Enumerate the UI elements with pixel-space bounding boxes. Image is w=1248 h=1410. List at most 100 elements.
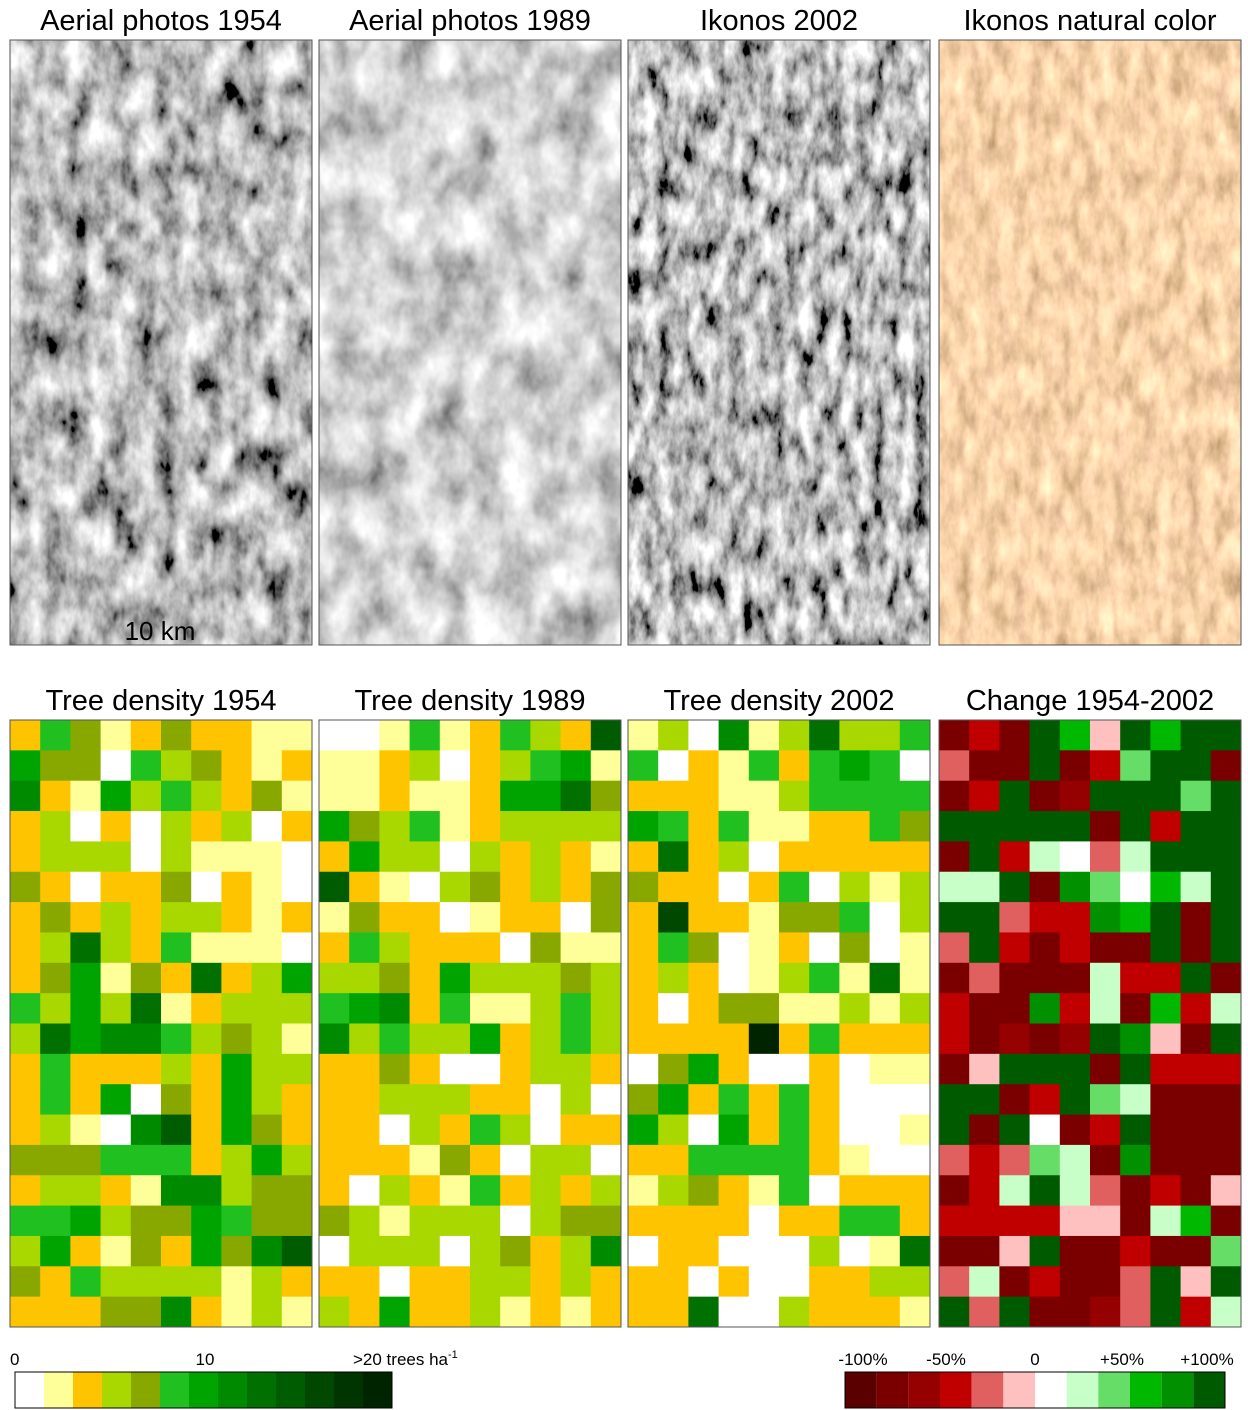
- map-cell: [658, 1266, 689, 1297]
- map-cell: [1150, 1206, 1181, 1237]
- map-cell: [658, 1084, 689, 1115]
- map-cell: [809, 1206, 840, 1237]
- map-cell: [10, 781, 41, 812]
- map-cell: [628, 963, 659, 994]
- map-cell: [969, 750, 1000, 781]
- map-cell: [628, 1145, 659, 1176]
- map-cell: [999, 841, 1030, 872]
- map-cell: [191, 720, 222, 751]
- map-cell: [40, 1145, 71, 1176]
- map-cell: [688, 1054, 719, 1085]
- map-cell: [688, 963, 719, 994]
- map-cell: [379, 811, 410, 842]
- legend-label: 10: [196, 1350, 215, 1369]
- map-cell: [870, 1236, 901, 1267]
- map-cell: [1181, 781, 1212, 812]
- map-cell: [10, 1206, 41, 1237]
- map-cell: [1150, 932, 1181, 963]
- map-cell: [688, 1266, 719, 1297]
- map-cell: [319, 811, 350, 842]
- map-cell: [440, 1145, 471, 1176]
- map-cell: [658, 841, 689, 872]
- map-cell: [70, 750, 101, 781]
- map-cell: [749, 1236, 780, 1267]
- map-cell: [191, 902, 222, 933]
- map-cell: [410, 1024, 441, 1055]
- map-cell: [191, 932, 222, 963]
- map-cell: [319, 781, 350, 812]
- map-cell: [101, 932, 132, 963]
- map-cell: [410, 720, 441, 751]
- map-cell: [70, 1024, 101, 1055]
- map-cell: [101, 1175, 132, 1206]
- map-cell: [870, 1145, 901, 1176]
- map-cell: [1060, 781, 1091, 812]
- map-cell: [470, 1266, 501, 1297]
- map-cell: [939, 963, 970, 994]
- map-cell: [719, 932, 750, 963]
- map-cell: [779, 1297, 810, 1328]
- map-cell: [1211, 932, 1242, 963]
- legend-label: +100%: [1180, 1350, 1233, 1369]
- legend-label: 0: [1030, 1350, 1039, 1369]
- map-cell: [221, 750, 252, 781]
- map-cell: [70, 811, 101, 842]
- map-cell: [101, 781, 132, 812]
- map-cell: [658, 1115, 689, 1146]
- map-cell: [379, 1236, 410, 1267]
- map-cell: [191, 1206, 222, 1237]
- map-cell: [749, 1266, 780, 1297]
- map-cell: [1211, 1206, 1242, 1237]
- map-cell: [719, 841, 750, 872]
- map-cell: [1030, 781, 1061, 812]
- map-cell: [500, 1266, 531, 1297]
- map-cell: [809, 902, 840, 933]
- map-cell: [349, 811, 380, 842]
- map-cell: [1211, 1024, 1242, 1055]
- map-cell: [70, 1054, 101, 1085]
- map-cell: [779, 993, 810, 1024]
- map-cell: [440, 963, 471, 994]
- map-cell: [749, 1145, 780, 1176]
- map-cell: [839, 781, 870, 812]
- map-cell: [561, 781, 592, 812]
- map-cell: [319, 720, 350, 751]
- map-cell: [900, 781, 931, 812]
- map-cell: [688, 1206, 719, 1237]
- map-cell: [131, 872, 162, 903]
- map-cell: [591, 1206, 622, 1237]
- legend-label: -50%: [926, 1350, 966, 1369]
- map-cell: [870, 902, 901, 933]
- map-cell: [161, 781, 192, 812]
- map-cell: [252, 1175, 283, 1206]
- map-cell: [591, 902, 622, 933]
- map-cell: [40, 1266, 71, 1297]
- map-cell: [221, 872, 252, 903]
- map-cell: [1211, 841, 1242, 872]
- map-cell: [40, 1175, 71, 1206]
- map-cell: [939, 841, 970, 872]
- map-cell: [839, 1236, 870, 1267]
- map-cell: [470, 750, 501, 781]
- map-cell: [1150, 993, 1181, 1024]
- map-cell: [252, 1297, 283, 1328]
- map-cell: [628, 1115, 659, 1146]
- map-cell: [470, 872, 501, 903]
- map-cell: [530, 750, 561, 781]
- map-cell: [530, 1024, 561, 1055]
- map-cell: [688, 1024, 719, 1055]
- map-cell: [101, 1297, 132, 1328]
- map-cell: [101, 872, 132, 903]
- map-cell: [1090, 932, 1121, 963]
- map-cell: [500, 1054, 531, 1085]
- map-cell: [349, 1024, 380, 1055]
- map-cell: [839, 1084, 870, 1115]
- map-cell: [1181, 902, 1212, 933]
- map-cell: [870, 1054, 901, 1085]
- legend-swatch: [102, 1372, 131, 1408]
- map-cell: [1150, 1145, 1181, 1176]
- map-cell: [440, 841, 471, 872]
- map-cell: [591, 1115, 622, 1146]
- map-cell: [591, 1145, 622, 1176]
- map-cell: [1090, 750, 1121, 781]
